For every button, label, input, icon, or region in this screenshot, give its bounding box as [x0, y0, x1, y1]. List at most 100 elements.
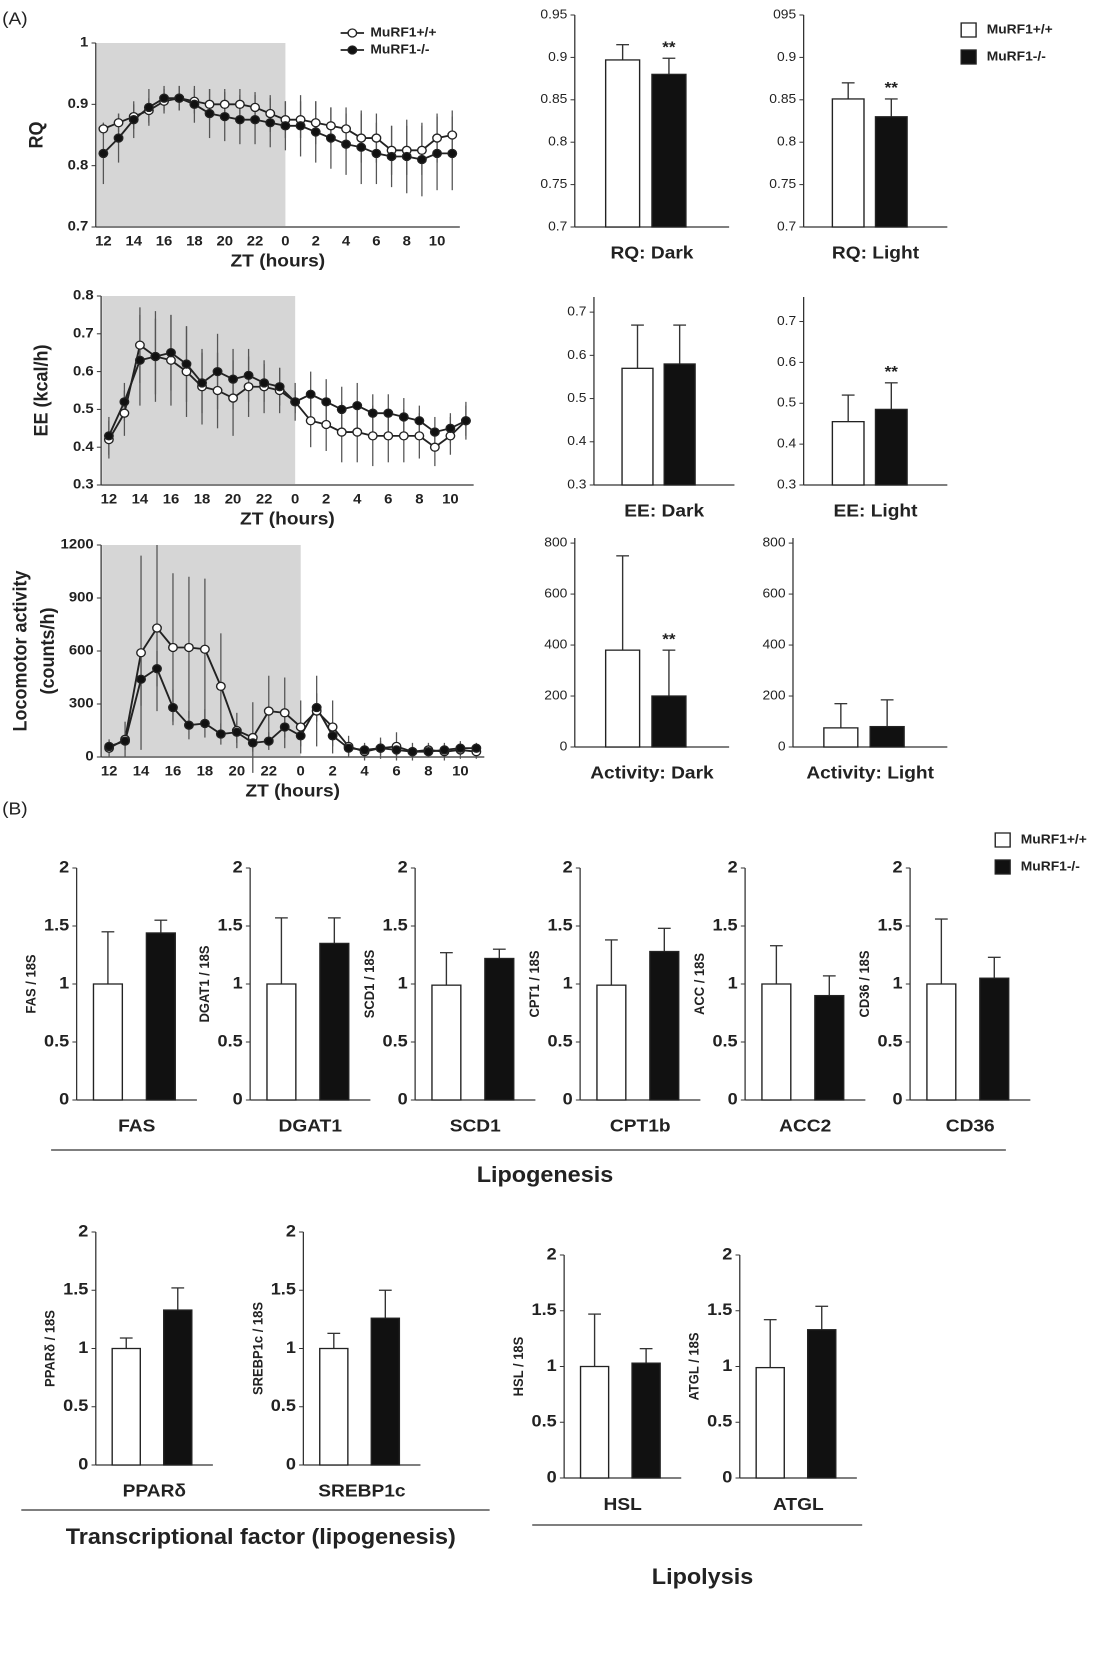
y-tick-label: 1	[893, 973, 903, 992]
point	[128, 115, 139, 125]
y-tick-label: 0.7	[548, 219, 567, 234]
y-tick-label: 0.5	[44, 1031, 69, 1050]
group-label: Lipolysis	[652, 1563, 753, 1588]
y-tick-label: 0.95	[540, 7, 567, 22]
point	[219, 111, 230, 122]
x-axis-label: ZT (hours)	[230, 250, 325, 270]
x-tick-label: 16	[156, 234, 173, 249]
x-axis-label: ATGL	[773, 1493, 824, 1513]
point	[265, 118, 276, 128]
legend-label: MuRF1+/+	[370, 25, 436, 40]
y-tick-label: 2	[59, 857, 69, 876]
point	[311, 702, 322, 713]
x-tick-label: 8	[403, 234, 411, 249]
point	[445, 431, 456, 441]
significance: **	[885, 363, 899, 381]
point	[416, 154, 427, 165]
y-axis-label: DGAT1 / 18S	[197, 945, 212, 1022]
y-tick-label: 1	[398, 973, 408, 992]
x-tick-label: 4	[360, 764, 368, 779]
x-tick-label: 16	[165, 764, 182, 779]
point	[386, 151, 397, 162]
x-tick-label: 2	[322, 492, 330, 507]
y-tick-label: 1	[547, 1356, 557, 1375]
y-tick-label: 0.85	[540, 92, 567, 107]
point	[310, 127, 321, 137]
y-tick-label: 0.4	[73, 439, 94, 454]
y-tick-label: 400	[762, 637, 785, 652]
y-tick-label: 600	[69, 643, 94, 658]
x-tick-label: 10	[452, 764, 469, 779]
point	[336, 427, 347, 437]
x-axis-label: EE: Light	[833, 500, 917, 520]
y-tick-label: 0.5	[383, 1031, 408, 1050]
point	[250, 102, 261, 113]
y-tick-label: 0.9	[68, 96, 89, 111]
point	[199, 644, 210, 654]
y-tick-label: 0.9	[548, 49, 567, 64]
point	[295, 722, 306, 732]
point	[152, 623, 162, 633]
point	[247, 738, 258, 748]
point	[134, 340, 145, 350]
point	[371, 133, 382, 143]
x-tick-label: 0	[297, 764, 305, 779]
point	[327, 722, 338, 732]
x-axis-label: EE: Dark	[624, 500, 705, 520]
y-tick-label: 1	[722, 1356, 732, 1375]
group-label: Transcriptional factor (lipogenesis)	[66, 1523, 456, 1548]
point	[219, 99, 230, 109]
y-axis-label: RQ	[25, 122, 47, 149]
x-tick-label: 12	[101, 492, 118, 507]
point	[168, 642, 178, 653]
bar	[370, 1317, 401, 1466]
point	[429, 442, 440, 452]
bar	[814, 994, 845, 1101]
y-tick-label: 0	[398, 1089, 408, 1108]
point	[228, 393, 239, 403]
point	[398, 412, 409, 422]
y-tick-label: 1.5	[383, 915, 408, 934]
x-axis-label: DGAT1	[279, 1115, 342, 1135]
point	[166, 348, 176, 358]
y-tick-label: 900	[69, 590, 94, 605]
x-tick-label: 20	[229, 764, 246, 779]
y-tick-label: 0	[78, 1454, 88, 1473]
y-tick-label: 800	[544, 535, 567, 550]
bar	[621, 367, 654, 486]
y-tick-label: 2	[563, 857, 573, 876]
x-tick-label: 22	[247, 234, 264, 249]
y-tick-label: 0.7	[567, 304, 586, 319]
x-tick-label: 8	[415, 492, 423, 507]
point	[120, 736, 131, 746]
point	[231, 727, 242, 737]
y-axis-label: EE (kcal/h)	[30, 345, 52, 437]
bar	[831, 421, 865, 486]
point	[263, 736, 274, 746]
x-axis-label: ZT (hours)	[240, 508, 335, 528]
x-tick-label: 2	[312, 234, 320, 249]
y-tick-label: 2	[893, 857, 903, 876]
point	[104, 741, 115, 752]
y-tick-label: 1.5	[707, 1300, 732, 1319]
point	[279, 722, 290, 732]
point	[228, 374, 239, 384]
point	[263, 706, 274, 716]
y-tick-label: 0.5	[707, 1411, 732, 1430]
point	[398, 431, 409, 441]
y-tick-label: 0.5	[712, 1031, 737, 1050]
point	[343, 743, 354, 753]
bar	[319, 942, 350, 1101]
y-tick-label: 200	[762, 688, 785, 703]
point	[279, 708, 290, 718]
x-axis-label: FAS	[118, 1115, 155, 1135]
bar	[806, 1329, 837, 1479]
x-tick-label: 22	[256, 492, 273, 507]
x-tick-label: 6	[392, 764, 400, 779]
point	[113, 133, 124, 143]
y-axis-label: CD36 / 18S	[857, 950, 872, 1017]
point	[199, 718, 210, 729]
y-tick-label: 0.5	[532, 1411, 557, 1430]
bar	[874, 116, 908, 228]
y-tick-label: 0.7	[68, 219, 89, 234]
